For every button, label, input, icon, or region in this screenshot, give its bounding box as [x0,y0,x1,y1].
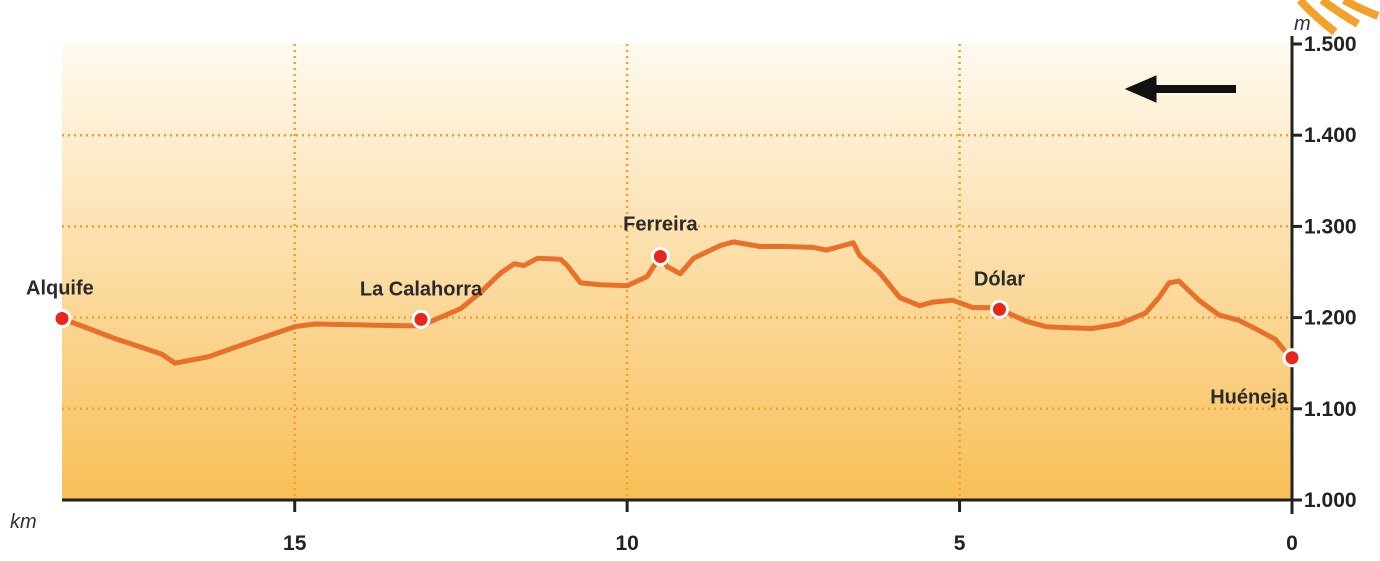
x-tick-label: 0 [1286,532,1298,555]
waypoint-dot [989,299,1009,319]
sun-ray [1319,0,1361,28]
waypoint-label: Alquife [26,278,94,300]
y-tick-label: 1.500 [1304,33,1357,56]
waypoint-alquife: Alquife [26,278,94,329]
y-axis-unit: m [1294,13,1311,35]
x-tick-label: 5 [954,532,966,555]
direction-arrow-icon [1124,75,1236,103]
waypoint-dot [52,309,72,329]
y-tick-label: 1.400 [1304,124,1357,147]
axes [62,36,1298,514]
waypoint-label: Ferreira [623,213,698,235]
y-tick-label: 1.000 [1304,489,1357,512]
waypoints: Alquife La Calahorra Ferreira Dólar Huéneja [26,213,1302,409]
waypoint-label: La Calahorra [360,278,483,300]
y-tick-label: 1.300 [1304,215,1357,238]
x-axis-unit: km [10,511,37,533]
sun-ray [1296,0,1338,36]
waypoint-la-calahorra: La Calahorra [360,278,483,329]
arrow-head [1124,75,1157,103]
waypoint-ferreira: Ferreira [623,213,698,266]
y-tick-label: 1.200 [1304,307,1357,330]
waypoint-dot [1282,348,1302,368]
x-axis-ticks: 15 10 5 0 [283,500,1298,555]
y-tick-label: 1.100 [1304,398,1357,421]
y-axis-ticks: 1.000 1.100 1.200 1.300 1.400 1.500 [1292,33,1357,512]
sun-ray [1342,0,1380,20]
waypoint-hu-neja: Huéneja [1210,348,1302,409]
waypoint-dot [411,309,431,329]
waypoint-dot [650,246,670,266]
waypoint-label: Dólar [974,268,1025,290]
grid-lines [62,44,1292,500]
sun-rays-decoration [1296,0,1380,36]
x-tick-label: 10 [615,532,638,555]
x-tick-label: 15 [283,532,307,555]
waypoint-d-lar: Dólar [974,268,1025,319]
waypoint-label: Huéneja [1210,387,1289,409]
